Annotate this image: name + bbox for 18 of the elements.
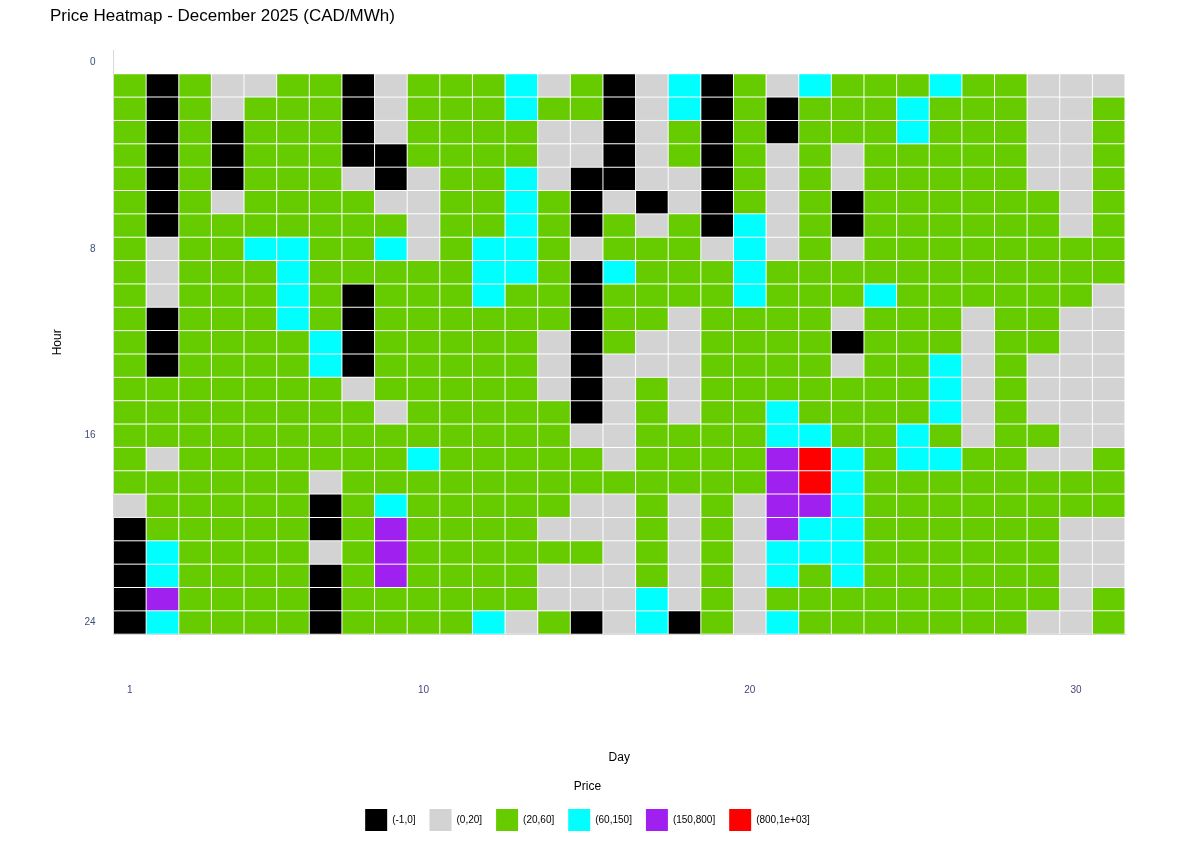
legend-label: (800,1e+03]: [756, 813, 811, 825]
x-tick-label: 10: [417, 683, 430, 695]
y-axis-title: Hour: [49, 329, 64, 356]
x-tick-label: 20: [744, 683, 756, 695]
y-tick-label: 0: [89, 55, 96, 67]
y-tick-label: 16: [84, 429, 96, 441]
x-tick-label: 1: [127, 683, 134, 695]
chart-title: Price Heatmap - December 2025 (CAD/MWh): [50, 5, 395, 25]
y-tick-label: 24: [84, 616, 96, 628]
y-tick-label: 8: [89, 242, 96, 254]
legend-label: (60,150]: [595, 813, 633, 825]
legend-label: (0,20]: [456, 813, 483, 825]
legend-label: (150,800]: [672, 813, 716, 825]
x-tick-label: 30: [1070, 683, 1083, 695]
legend-title: Price: [573, 778, 602, 793]
legend-label: (-1,0]: [392, 813, 416, 825]
legend-label: (20,60]: [523, 813, 555, 825]
x-axis-title: Day: [608, 749, 630, 764]
